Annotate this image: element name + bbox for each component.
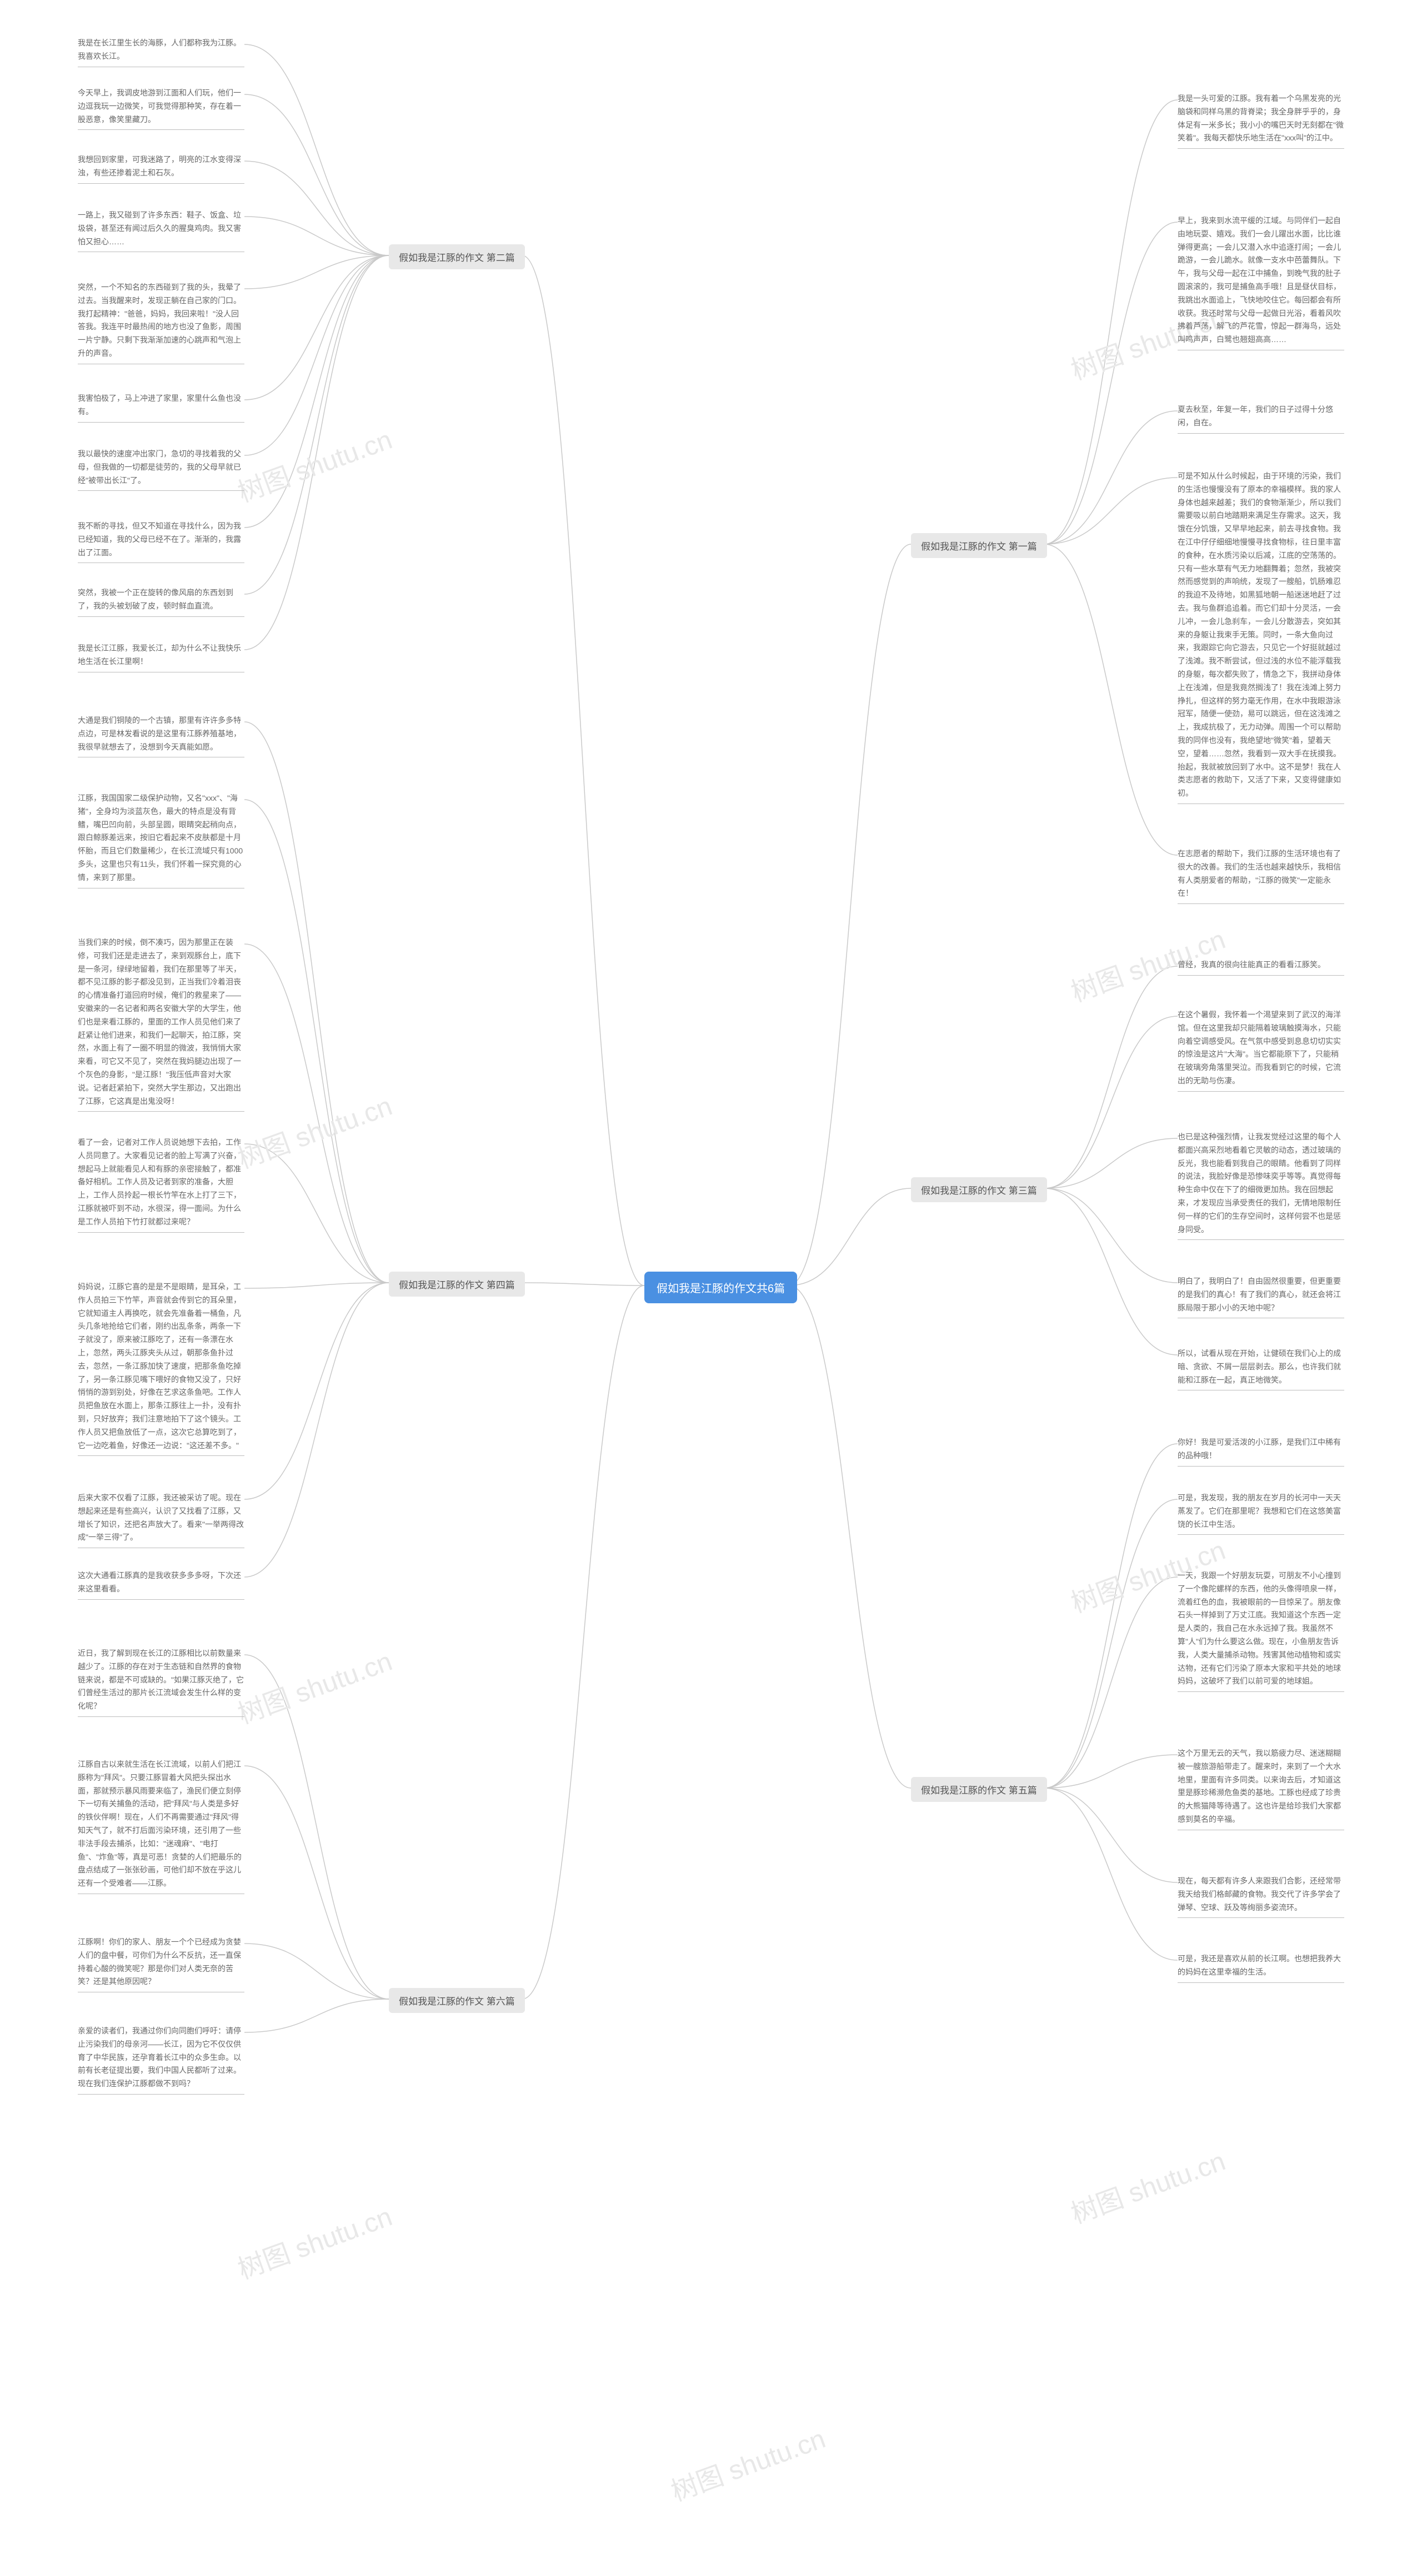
leaf-node: 我害怕极了，马上冲进了家里，家里什么鱼也没有。 (78, 389, 244, 423)
leaf-node: 我是一头可爱的江豚。我有着一个乌黑发亮的光脑袋和同样乌黑的背脊梁；我全身胖乎乎的… (1178, 89, 1344, 149)
leaf-node: 早上，我来到水流平缓的江域。与同伴们一起自由地玩耍、嬉戏。我们一会儿躍出水面，比… (1178, 211, 1344, 350)
leaf-node: 可是不知从什么时候起，由于环境的污染，我们的生活也慢慢没有了原本的幸福模样。我的… (1178, 466, 1344, 804)
leaf-node: 江豚啊！你们的家人、朋友一个个已经成为贪婪人们的盘中餐，可你们为什么不反抗，还一… (78, 1932, 244, 1992)
leaf-node: 夏去秋至，年复一年，我们的日子过得十分悠闲，自在。 (1178, 400, 1344, 434)
branch-node[interactable]: 假如我是江豚的作文 第二篇 (389, 244, 525, 269)
leaf-node: 当我们来的时候，倒不凑巧，因为那里正在装修，可我们还是走进去了，来到观豚台上，底… (78, 933, 244, 1112)
leaf-node: 一天，我跟一个好朋友玩耍，可朋友不小心撞到了一个像陀螺样的东西，他的头像得喷泉一… (1178, 1566, 1344, 1692)
leaf-node: 一路上，我又碰到了许多东西：鞋子、饭盒、垃圾袋，甚至还有闻过后久久的腥臭鸡肉。我… (78, 205, 244, 252)
leaf-node: 所以，试看从现在开始，让健硕在我们心上的成暗、贪欲、不屑一层层剥去。那么，也许我… (1178, 1344, 1344, 1390)
leaf-node: 这次大通看江豚真的是我收获多多多呀，下次还来这里看看。 (78, 1566, 244, 1600)
branch-node[interactable]: 假如我是江豚的作文 第五篇 (911, 1777, 1047, 1802)
leaf-node: 曾经，我真的很向往能真正的看看江豚笑。 (1178, 955, 1344, 976)
leaf-node: 明白了，我明白了！自由固然很重要，但更重要的是我们的真心！有了我们的真心，就还会… (1178, 1272, 1344, 1318)
leaf-node: 我以最快的速度冲出家门，急切的寻找着我的父母，但我做的一切都是徒劳的，我的父母早… (78, 444, 244, 491)
center-node[interactable]: 假如我是江豚的作文共6篇 (644, 1272, 797, 1303)
watermark: 树图 shutu.cn (232, 2195, 397, 2286)
leaf-node: 我是长江江豚，我爱长江，却为什么不让我快乐地生活在长江里啊！ (78, 639, 244, 672)
branch-node[interactable]: 假如我是江豚的作文 第三篇 (911, 1177, 1047, 1202)
leaf-node: 你好！我是可爱活泼的小江豚，是我们江中稀有的品种哦！ (1178, 1433, 1344, 1467)
leaf-node: 在这个暑假，我怀着一个渴望来到了武汉的海洋馆。但在这里我却只能隔着玻璃触摸海水，… (1178, 1005, 1344, 1092)
branch-node[interactable]: 假如我是江豚的作文 第一篇 (911, 533, 1047, 558)
leaf-node: 亲爱的读者们，我通过你们向同胞们呼吁：请停止污染我们的母亲河——长江，因为它不仅… (78, 2021, 244, 2095)
leaf-node: 今天早上，我调皮地游到江面和人们玩，他们一边逗我玩一边微笑，可我觉得那种笑，存在… (78, 83, 244, 130)
leaf-node: 我不断的寻找，但又不知道在寻找什么，因为我已经知道，我的父母已经不在了。渐渐的，… (78, 516, 244, 563)
leaf-node: 近日，我了解到现在长江的江豚相比以前数量来越少了。江豚的存在对于生态链和自然界的… (78, 1644, 244, 1717)
leaf-node: 突然，一个不知名的东西碰到了我的头，我晕了过去。当我醒来时，发现正躺在自己家的门… (78, 278, 244, 364)
leaf-node: 我想回到家里，可我迷路了，明亮的江水变得深浊，有些还掺着泥土和石灰。 (78, 150, 244, 184)
branch-node[interactable]: 假如我是江豚的作文 第六篇 (389, 1988, 525, 2013)
leaf-node: 看了一会，记者对工作人员说她想下去拍，工作人员同意了。大家看见记者的脸上写满了兴… (78, 1133, 244, 1233)
leaf-node: 这个万里无云的天气，我以筋疲力尽、迷迷糊糊被一艘旅游船带走了。醒来时，来到了一个… (1178, 1744, 1344, 1830)
leaf-node: 可是，我发现，我的朋友在岁月的长河中一天天蒸发了。它们在那里呢？我想和它们在这悠… (1178, 1488, 1344, 1535)
leaf-node: 妈妈说，江豚它喜的是是不是眼睛，是耳朵，工作人员拍三下竹竿，声音就会传到它的耳朵… (78, 1277, 244, 1456)
watermark: 树图 shutu.cn (1065, 2139, 1230, 2231)
leaf-node: 江豚，我国国家二级保护动物，又名"xxx"、"海猪"，全身均为淡蓝灰色，最大的特… (78, 789, 244, 888)
leaf-node: 我是在长江里生长的海豚，人们都称我为江豚。我喜欢长江。 (78, 33, 244, 67)
watermark: 树图 shutu.cn (232, 418, 397, 509)
leaf-node: 在志愿者的帮助下，我们江豚的生活环境也有了很大的改善。我们的生活也越来越快乐，我… (1178, 844, 1344, 904)
leaf-node: 也已是这种强烈情，让我发觉经过这里的每个人都面兴高采烈地看着它灵敏的动态，透过玻… (1178, 1127, 1344, 1240)
branch-node[interactable]: 假如我是江豚的作文 第四篇 (389, 1272, 525, 1297)
leaf-node: 后来大家不仅看了江豚，我还被采访了呢。现在想起来还是有些高兴，认识了又找看了江豚… (78, 1488, 244, 1548)
watermark: 树图 shutu.cn (665, 2417, 830, 2508)
leaf-node: 可是，我还是喜欢从前的长江啊。也想把我养大的妈妈在这里幸福的生活。 (1178, 1949, 1344, 1983)
leaf-node: 现在，每天都有许多人来跟我们合影，还经常带我天给我们格邮藏的食物。我交代了许多学… (1178, 1871, 1344, 1918)
watermark: 树图 shutu.cn (232, 1084, 397, 1176)
leaf-node: 突然，我被一个正在旋转的像风扇的东西划到了，我的头被划破了皮，顿时鲜血直流。 (78, 583, 244, 617)
watermark: 树图 shutu.cn (232, 1639, 397, 1731)
leaf-node: 大通是我们铜陵的一个古镇，那里有许许多多特点边，可是林发看说的是这里有江豚养殖基… (78, 711, 244, 757)
leaf-node: 江豚自古以来就生活在长江流域，以前人们把江豚称为"拜风"。只要江豚冒着大风把头探… (78, 1755, 244, 1894)
